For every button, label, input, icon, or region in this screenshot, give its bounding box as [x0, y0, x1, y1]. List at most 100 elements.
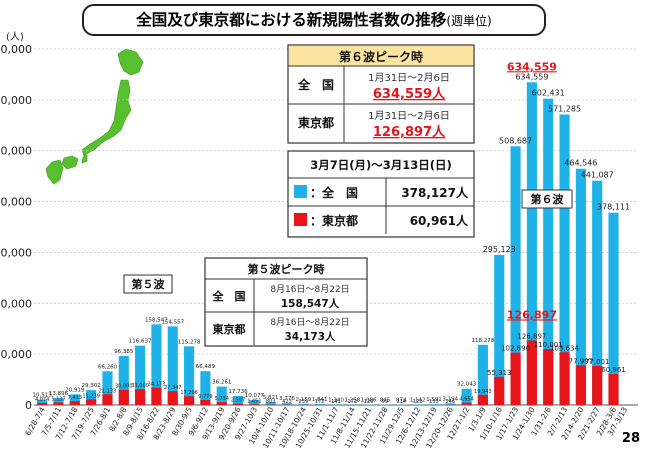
bar-label-tokyo: 2,597: [231, 398, 245, 404]
bar-label-tokyo: 122: [413, 399, 423, 405]
bar-tokyo: [477, 394, 488, 405]
bar-label-national: 36,261: [212, 380, 231, 386]
bar-label-national: 1,591: [426, 397, 442, 403]
peak-tokyo-label: 126,897: [507, 308, 557, 321]
page-number: 28: [621, 431, 640, 446]
wave5-peak-table: [204, 257, 368, 347]
bar-national: [592, 180, 603, 405]
bar-label-national: 1,006: [361, 397, 377, 403]
wave5-row-dates: 8月16日～8月22日: [270, 317, 349, 328]
current-week-header: 3月7日(月)～3月13日(日): [310, 158, 452, 172]
bar-tokyo: [69, 401, 80, 405]
bar-label-tokyo: 17,296: [180, 390, 198, 396]
bar-label-tokyo: 77,997: [569, 357, 594, 365]
bar-label-national: 441,087: [581, 171, 614, 180]
bar-label-tokyo: 246: [445, 399, 455, 405]
wave5-label-box: [123, 274, 173, 294]
bar-label-national: 378,111: [597, 203, 630, 212]
bar-label-tokyo: 1,451: [247, 398, 261, 404]
bar-label-national: 464,546: [564, 159, 597, 168]
bar-label-tokyo: 11,239: [82, 393, 100, 399]
bar-tokyo: [232, 403, 244, 405]
bar-label-national: 571,285: [548, 104, 581, 113]
bar-label-tokyo: 4,074: [35, 397, 49, 403]
bar-label-national: 13,896: [49, 391, 69, 397]
bar-tokyo: [86, 399, 97, 405]
bar-national: [86, 390, 97, 405]
bar-label-tokyo: 5,137: [51, 396, 65, 402]
wave6-label: 第６波: [531, 192, 565, 206]
bar-label-national: 1,258: [344, 397, 360, 403]
bar-national: [445, 403, 456, 405]
bar-tokyo: [184, 396, 195, 405]
bar-label-national: 5,821: [263, 395, 279, 401]
current-week-row-label: ：東京都: [310, 213, 358, 228]
peak-national-label: 634,559: [507, 60, 557, 73]
wave6-peak-header: 第６波ピーク時: [339, 49, 423, 64]
y-tick-label: 200,000: [0, 297, 32, 310]
bar-label-tokyo: 141: [331, 399, 341, 405]
bar-label-national: 1,142: [410, 397, 426, 403]
bar-national: [216, 386, 227, 405]
wave6-row-label: 東京都: [298, 115, 334, 130]
y-tick-label: 100,000: [0, 348, 32, 361]
bar-national: [167, 326, 178, 405]
bar-label-national: 66,260: [98, 364, 118, 370]
bar-label-tokyo: 126: [364, 399, 374, 405]
bar-tokyo: [151, 387, 162, 405]
bar-label-tokyo: 172: [348, 399, 358, 405]
bar-national: [298, 403, 309, 405]
wave6-row-dates: 1月31日～2月6日: [368, 72, 450, 84]
bar-tokyo: [102, 394, 113, 405]
wave5-row-value: 34,173人: [284, 330, 336, 343]
bar-label-tokyo: 133: [429, 399, 439, 405]
bar-label-tokyo: 102,890: [501, 345, 530, 353]
bar-label-tokyo: 126,897: [517, 332, 546, 340]
bar-label-national: 10,077: [245, 393, 265, 399]
bar-national: [559, 114, 570, 406]
bar-label-national: 115,278: [178, 339, 201, 345]
current-week-row-value: 378,127人: [401, 185, 469, 200]
bar-label-national: 2,159: [295, 397, 311, 403]
bar-label-national: 602,431: [532, 89, 565, 98]
bar-label-tokyo: 55,313: [487, 369, 512, 377]
bar-national: [575, 168, 586, 405]
bar-label-tokyo: 99: [382, 399, 388, 405]
bar-national: [494, 254, 505, 405]
current-week-row-label: ：全 国: [310, 185, 358, 200]
wave6-row-value: 634,559人: [373, 86, 446, 102]
bar-national: [461, 388, 472, 405]
bar-label-tokyo: 423: [282, 399, 292, 405]
bar-label-tokyo: 239: [299, 399, 309, 405]
bar-tokyo: [592, 365, 603, 405]
bar-tokyo: [167, 391, 178, 405]
bar-national: [526, 82, 537, 405]
bar-label-tokyo: 4,654: [459, 397, 473, 403]
bar-label-national: 96,385: [114, 349, 134, 355]
bar-label-national: 17,736: [228, 389, 248, 395]
bar-tokyo: [575, 365, 586, 405]
wave5-row-value: 158,547人: [281, 297, 340, 310]
bar-label-national: 32,043: [457, 382, 477, 388]
bar-label-national: 116,637: [129, 339, 152, 345]
bar-tokyo: [559, 352, 570, 405]
wave5-peak-header: 第５波ピーク時: [248, 262, 325, 276]
bar-label-national: 845: [380, 398, 391, 404]
bar-label-tokyo: 103,634: [550, 344, 579, 352]
wave6-peak-header-bg: [289, 46, 473, 66]
bar-tokyo: [494, 376, 505, 405]
bar-label-tokyo: 803: [266, 399, 276, 405]
bar-national: [510, 146, 521, 405]
wave6-row-label: 全 国: [297, 77, 334, 92]
page-title-suffix: (週単位): [446, 14, 492, 28]
bar-national: [330, 404, 342, 405]
wave5-row-label: 東京都: [213, 322, 246, 336]
bar-label-tokyo: 172: [315, 399, 325, 405]
bar-national: [265, 402, 276, 405]
bar-label-tokyo: 77,001: [585, 358, 610, 366]
bar-label-national: 154,557: [161, 319, 184, 325]
bar-tokyo: [608, 373, 619, 405]
bar-tokyo: [135, 389, 146, 405]
bar-national: [118, 355, 129, 405]
